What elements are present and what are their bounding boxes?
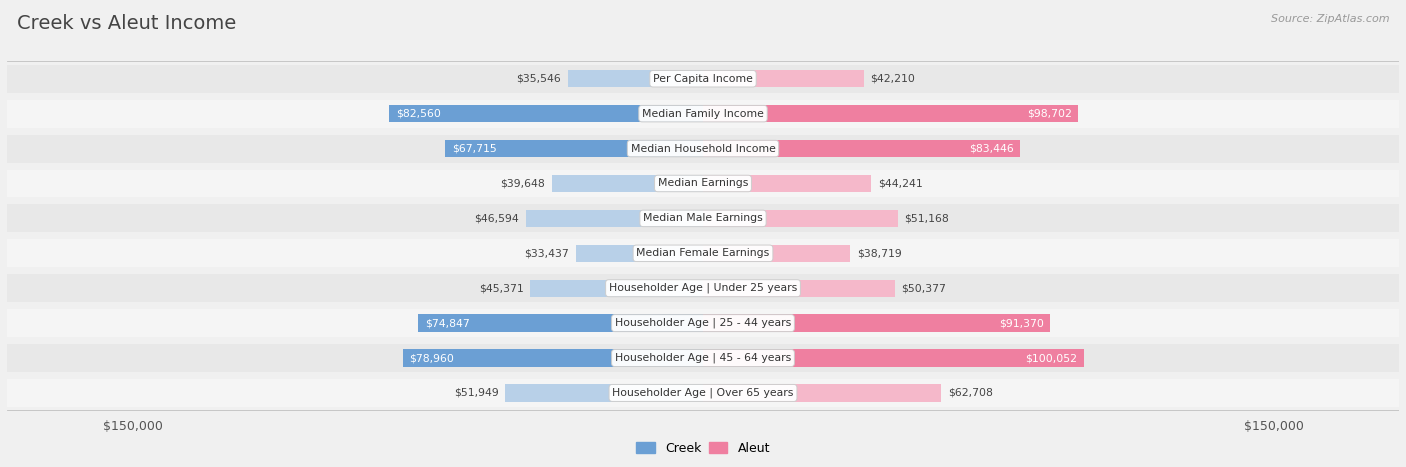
Bar: [0, 170, 1406, 198]
Bar: [703, 245, 851, 262]
Text: Creek vs Aleut Income: Creek vs Aleut Income: [17, 14, 236, 33]
Text: $98,702: $98,702: [1026, 109, 1071, 119]
Text: Median Male Earnings: Median Male Earnings: [643, 213, 763, 223]
Bar: [389, 105, 703, 122]
Legend: Creek, Aleut: Creek, Aleut: [631, 437, 775, 460]
Text: $74,847: $74,847: [425, 318, 470, 328]
Text: $35,546: $35,546: [516, 74, 561, 84]
Text: Per Capita Income: Per Capita Income: [652, 74, 754, 84]
Text: Source: ZipAtlas.com: Source: ZipAtlas.com: [1271, 14, 1389, 24]
Bar: [703, 349, 1084, 367]
Bar: [703, 384, 942, 402]
Bar: [703, 210, 897, 227]
Text: $51,949: $51,949: [454, 388, 499, 398]
Text: $51,168: $51,168: [904, 213, 949, 223]
Bar: [505, 384, 703, 402]
Bar: [703, 280, 894, 297]
Bar: [703, 105, 1078, 122]
Text: $91,370: $91,370: [998, 318, 1043, 328]
Text: Householder Age | 45 - 64 years: Householder Age | 45 - 64 years: [614, 353, 792, 363]
Bar: [446, 140, 703, 157]
Text: $33,437: $33,437: [524, 248, 569, 258]
Text: $82,560: $82,560: [396, 109, 440, 119]
Bar: [526, 210, 703, 227]
Bar: [0, 99, 1406, 127]
Bar: [0, 205, 1406, 233]
Text: $38,719: $38,719: [858, 248, 901, 258]
Bar: [703, 314, 1050, 332]
Bar: [530, 280, 703, 297]
Bar: [568, 70, 703, 87]
Text: $83,446: $83,446: [969, 143, 1014, 154]
Bar: [0, 239, 1406, 267]
Text: $78,960: $78,960: [409, 353, 454, 363]
Bar: [402, 349, 703, 367]
Bar: [703, 70, 863, 87]
Text: $42,210: $42,210: [870, 74, 915, 84]
Bar: [419, 314, 703, 332]
Text: Median Family Income: Median Family Income: [643, 109, 763, 119]
Bar: [576, 245, 703, 262]
Text: $50,377: $50,377: [901, 283, 946, 293]
Bar: [0, 309, 1406, 337]
Text: Householder Age | 25 - 44 years: Householder Age | 25 - 44 years: [614, 318, 792, 328]
Text: $67,715: $67,715: [453, 143, 498, 154]
Text: $62,708: $62,708: [948, 388, 993, 398]
Text: Median Female Earnings: Median Female Earnings: [637, 248, 769, 258]
Bar: [553, 175, 703, 192]
Bar: [0, 65, 1406, 92]
Text: $46,594: $46,594: [474, 213, 519, 223]
Text: Median Household Income: Median Household Income: [630, 143, 776, 154]
Text: Householder Age | Over 65 years: Householder Age | Over 65 years: [612, 388, 794, 398]
Bar: [703, 175, 872, 192]
Bar: [0, 344, 1406, 372]
Text: $39,648: $39,648: [501, 178, 546, 189]
Text: $44,241: $44,241: [879, 178, 922, 189]
Bar: [0, 274, 1406, 302]
Text: $45,371: $45,371: [479, 283, 523, 293]
Text: Householder Age | Under 25 years: Householder Age | Under 25 years: [609, 283, 797, 293]
Bar: [703, 140, 1021, 157]
Text: Median Earnings: Median Earnings: [658, 178, 748, 189]
Bar: [0, 379, 1406, 407]
Bar: [0, 134, 1406, 163]
Text: $100,052: $100,052: [1025, 353, 1077, 363]
